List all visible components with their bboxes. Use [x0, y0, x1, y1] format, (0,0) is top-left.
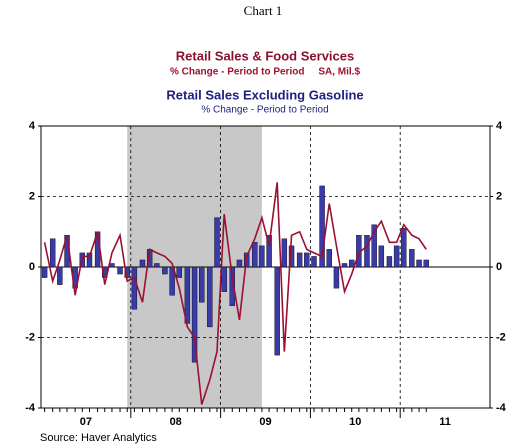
y2-tick-label: 0 — [496, 261, 502, 273]
y-tick-label: -2 — [25, 331, 35, 343]
bar — [401, 228, 407, 268]
bar — [221, 266, 227, 292]
bar — [214, 217, 220, 268]
chart-label: Chart 1 — [244, 3, 283, 18]
bar — [259, 245, 265, 268]
bar — [409, 249, 415, 268]
bar — [176, 266, 182, 278]
bar — [416, 259, 422, 268]
chart-title: Retail Sales & Food Services — [176, 48, 354, 63]
bar — [139, 259, 146, 268]
source: Source: Haver Analytics — [40, 432, 157, 444]
bar — [191, 266, 198, 363]
bar — [236, 259, 243, 268]
bar — [266, 235, 272, 268]
bar — [364, 235, 370, 268]
y-tick-label: 2 — [29, 190, 35, 202]
y2-tick-label: -4 — [496, 402, 507, 414]
bar — [252, 242, 258, 268]
x-tick-label: 09 — [259, 416, 271, 428]
bar — [393, 245, 400, 268]
plot-frame — [40, 125, 491, 409]
y2-tick-label: 2 — [496, 190, 502, 202]
bar — [296, 252, 303, 268]
y-tick-label: 4 — [29, 120, 36, 132]
bar — [207, 266, 213, 328]
y2-tick-label: 4 — [496, 120, 503, 132]
x-tick-label: 07 — [80, 416, 92, 428]
bar — [131, 266, 138, 310]
bar — [378, 245, 385, 268]
x-tick-label: 11 — [439, 416, 451, 428]
bar — [199, 266, 205, 303]
bar — [86, 252, 93, 268]
bar — [41, 266, 48, 278]
bar — [229, 266, 235, 306]
line — [43, 182, 427, 405]
bar — [57, 266, 63, 285]
bar — [304, 252, 310, 268]
chart-title-2: Retail Sales Excluding Gasoline — [166, 87, 363, 102]
x-tick-label: 08 — [170, 416, 182, 428]
bar — [274, 266, 280, 356]
bar — [311, 256, 317, 268]
bar — [386, 256, 393, 268]
bar — [341, 263, 348, 268]
bar — [154, 263, 160, 268]
bar — [423, 259, 429, 268]
chart-subtitle: % Change - Period to Period SA, Mil.$ — [170, 67, 360, 78]
bar — [371, 224, 377, 268]
bar — [333, 266, 340, 289]
y-tick-label: -4 — [25, 402, 36, 414]
bar — [319, 185, 325, 268]
bar — [49, 238, 56, 268]
bar — [169, 266, 175, 296]
chart-subtitle-2: % Change - Period to Period — [201, 105, 328, 116]
y-tick-label: 0 — [29, 261, 35, 273]
x-tick-label: 10 — [349, 416, 361, 428]
bar — [117, 266, 123, 275]
bar — [326, 249, 332, 268]
bar — [349, 259, 355, 268]
y2-tick-label: -2 — [496, 331, 506, 343]
bar — [162, 266, 168, 275]
bar — [281, 238, 288, 268]
